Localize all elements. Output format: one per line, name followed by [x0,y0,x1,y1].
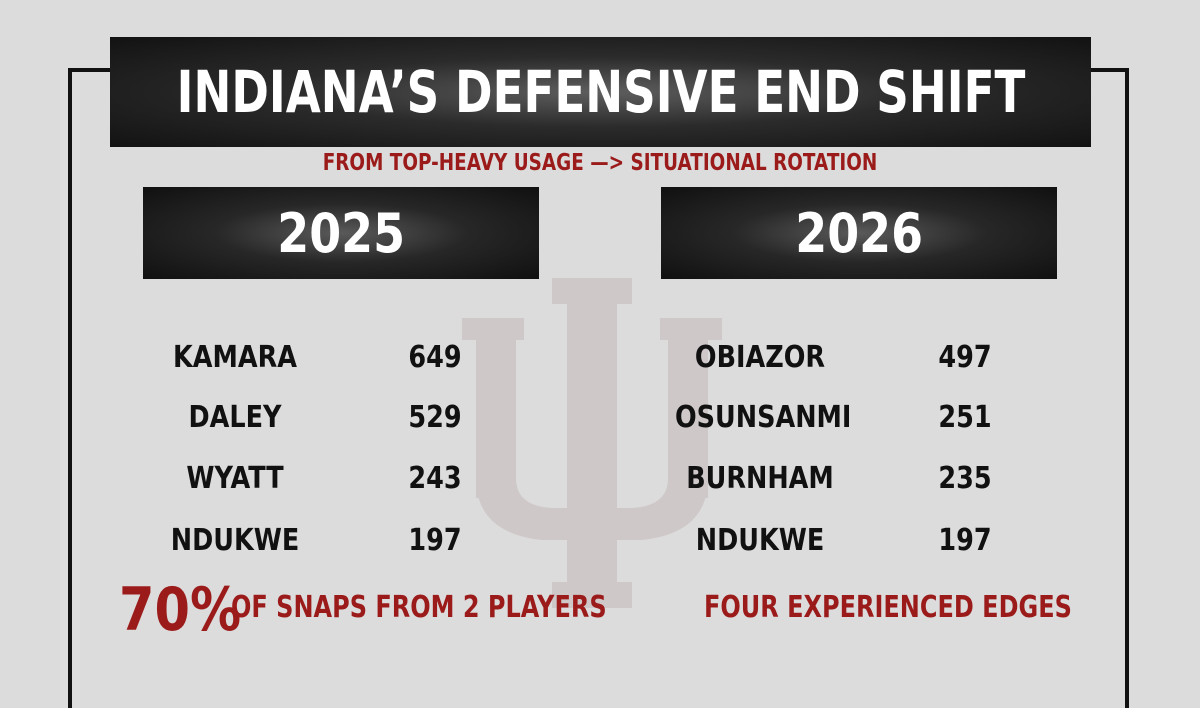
left-player-snaps: 243 [408,461,462,496]
right-player-name: OBIAZOR [694,340,826,375]
right-player-snaps: 497 [938,340,992,375]
left-player-snaps: 649 [408,340,462,375]
iu-trident-logo-icon [462,278,722,608]
right-player-name: BURNHAM [686,461,834,496]
year-right: 2026 [795,201,923,265]
title-banner: INDIANA’S DEFENSIVE END SHIFT [110,37,1091,147]
right-player-name: NDUKWE [695,523,825,558]
left-note: OF SNAPS FROM 2 PLAYERS [231,590,607,625]
right-player-snaps: 235 [938,461,992,496]
highlight-percentage: 70% [119,575,242,645]
left-player-name: KAMARA [173,340,297,375]
right-player-snaps: 197 [938,523,992,558]
right-player-name: OSUNSANMI [675,400,852,435]
page-title: INDIANA’S DEFENSIVE END SHIFT [176,58,1025,126]
left-player-snaps: 529 [408,400,462,435]
year-left: 2025 [277,201,405,265]
subtitle: FROM TOP-HEAVY USAGE —> SITUATIONAL ROTA… [322,150,878,176]
left-player-name: NDUKWE [170,523,300,558]
left-player-name: WYATT [186,461,284,496]
left-player-snaps: 197 [408,523,462,558]
right-player-snaps: 251 [938,400,992,435]
left-player-name: DALEY [188,400,282,435]
right-note: FOUR EXPERIENCED EDGES [704,590,1072,625]
year-banner-left: 2025 [143,187,539,279]
year-banner-right: 2026 [661,187,1057,279]
